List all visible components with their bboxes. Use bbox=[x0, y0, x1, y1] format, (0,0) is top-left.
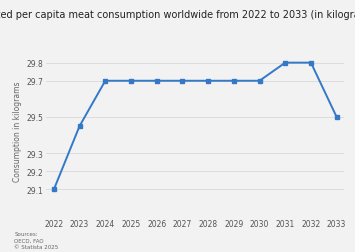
Text: Projected per capita meat consumption worldwide from 2022 to 2033 (in kilograms): Projected per capita meat consumption wo… bbox=[0, 10, 355, 20]
Text: Sources:
OECD, FAO
© Statista 2025: Sources: OECD, FAO © Statista 2025 bbox=[14, 231, 59, 249]
Y-axis label: Consumption in kilograms: Consumption in kilograms bbox=[13, 81, 22, 181]
